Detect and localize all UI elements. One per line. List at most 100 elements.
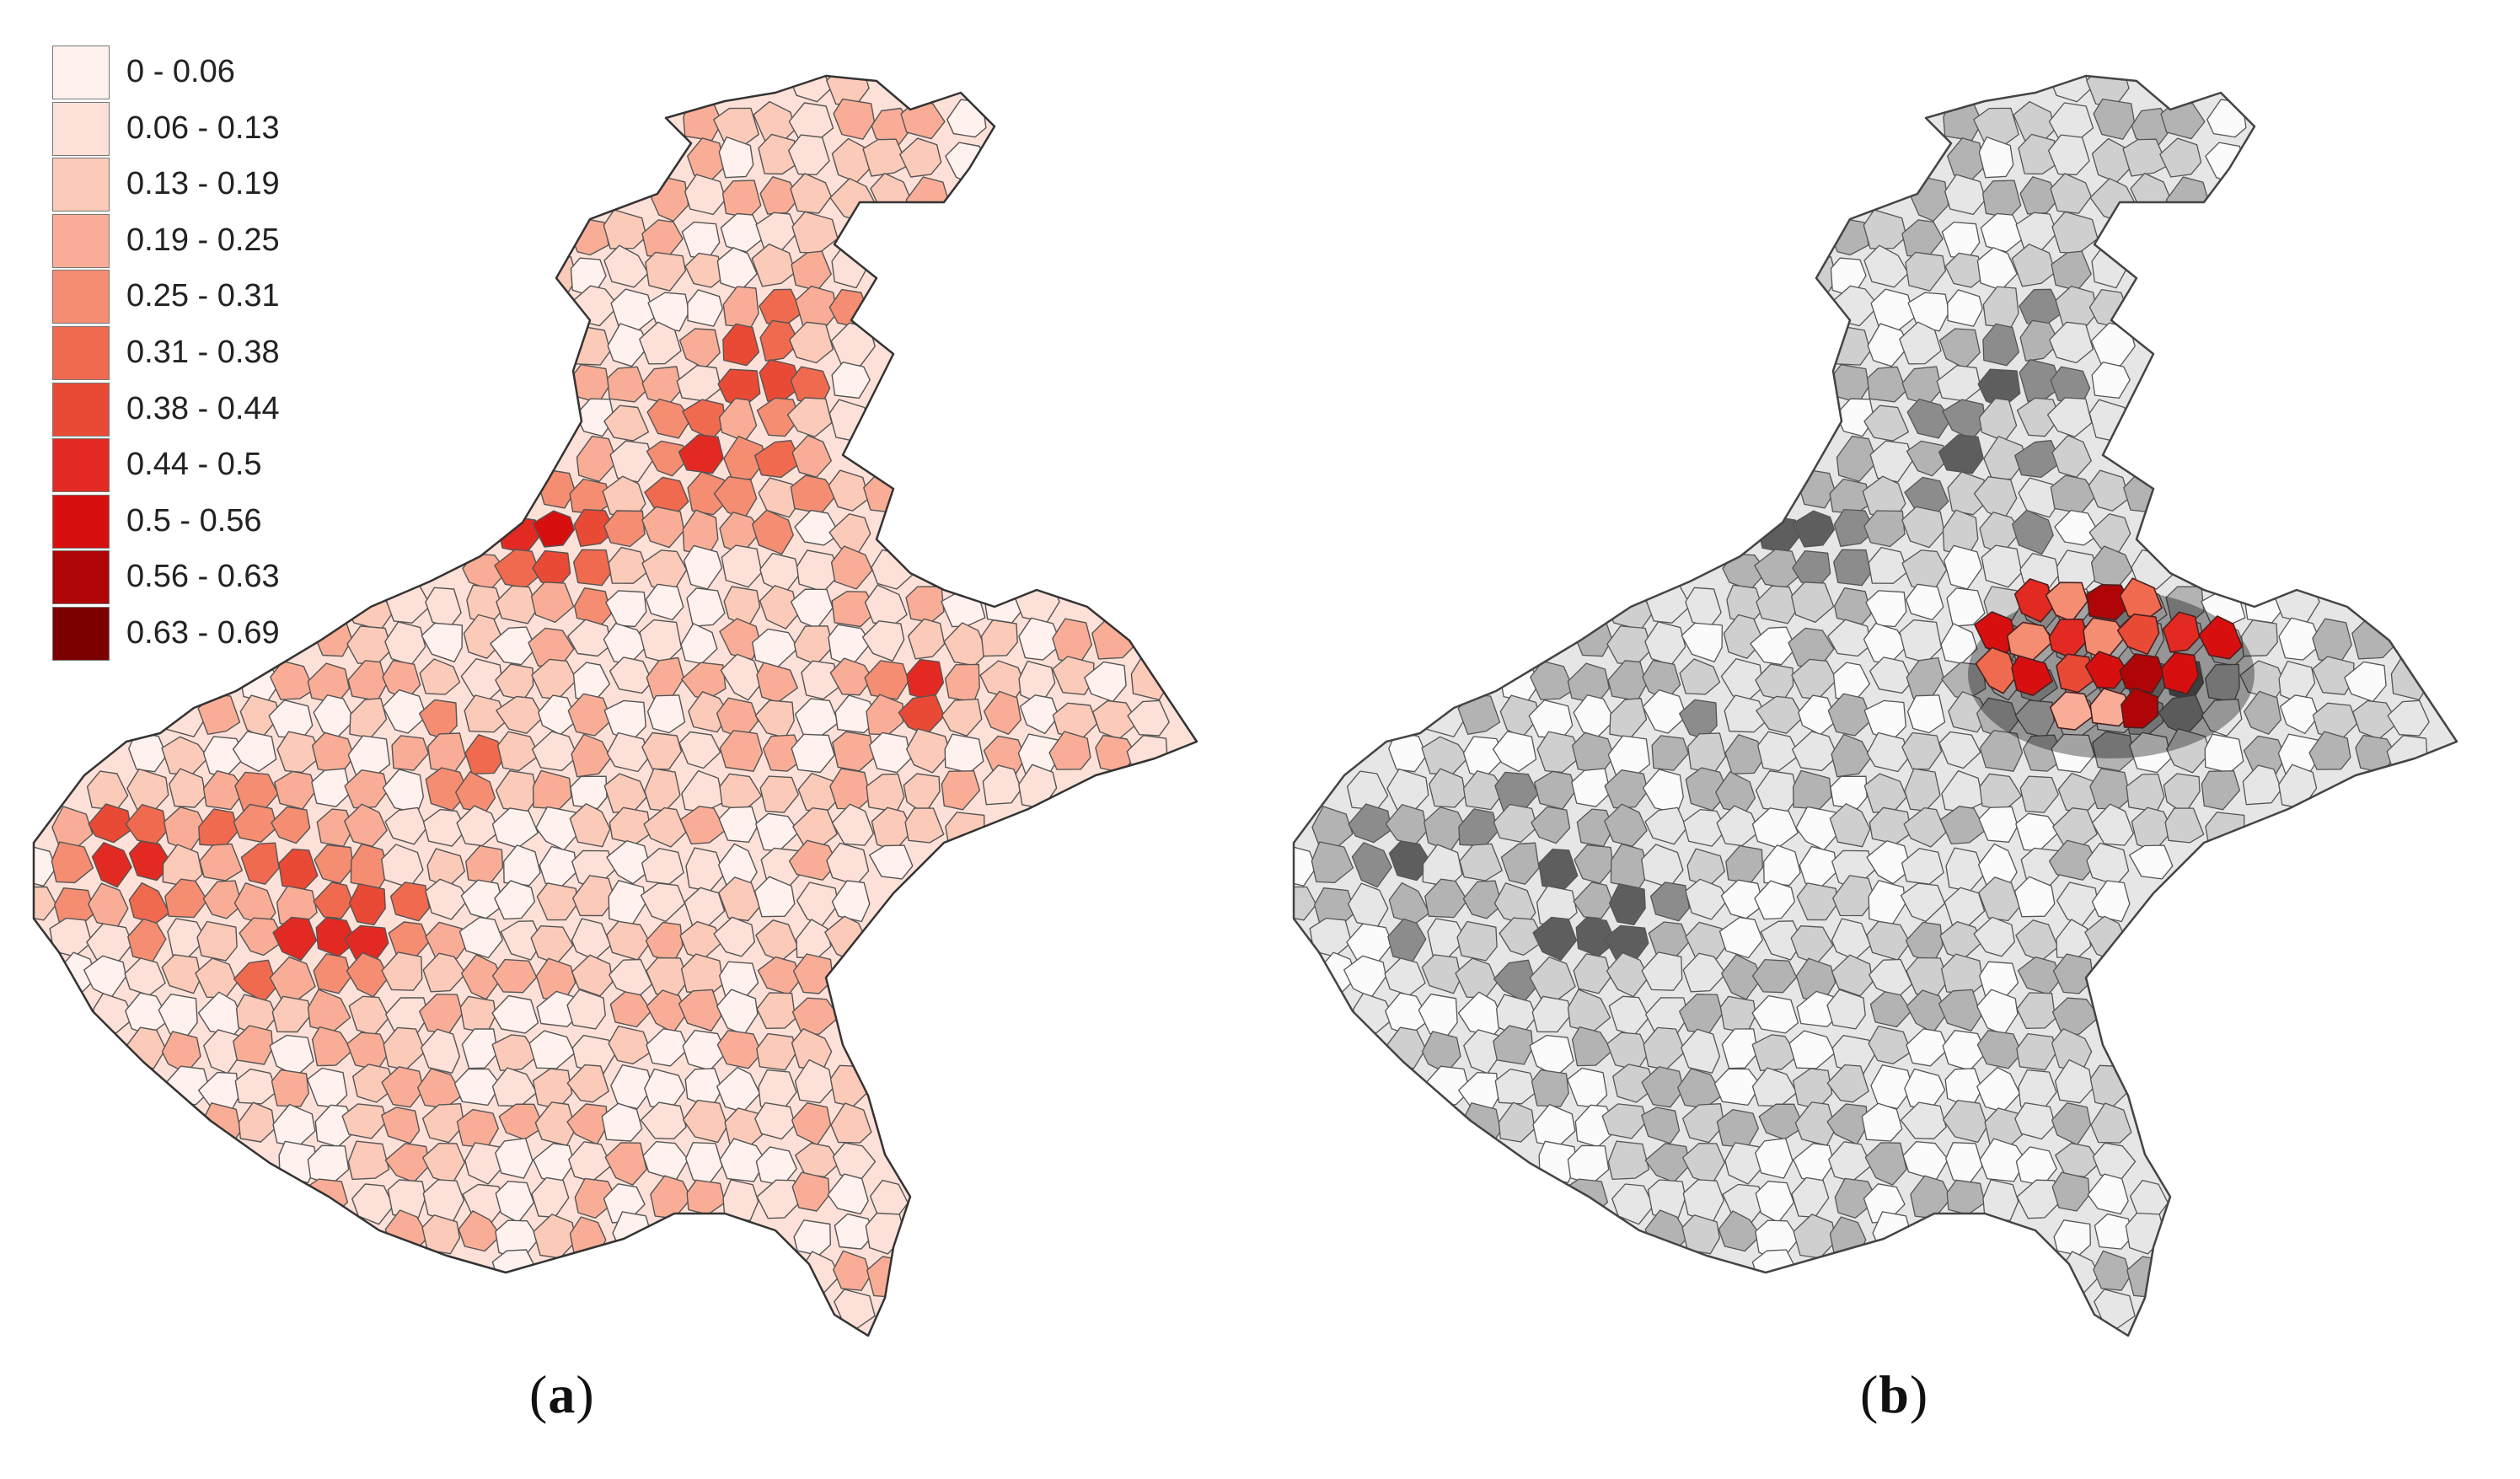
municipality: [722, 323, 760, 367]
municipality: [567, 619, 612, 657]
municipality: [1429, 768, 1466, 808]
municipality: [1947, 471, 1989, 516]
municipality: [1763, 844, 1801, 887]
municipality: [831, 880, 871, 923]
municipality: [756, 1032, 797, 1071]
municipality: [868, 731, 912, 774]
legend-item: 0.13 - 0.19: [52, 158, 297, 214]
municipality: [313, 882, 354, 919]
municipality: [639, 321, 682, 365]
municipality: [574, 1177, 618, 1219]
municipality: [238, 1101, 276, 1143]
municipality: [1388, 840, 1433, 882]
municipality: [1718, 916, 1763, 959]
municipality: [719, 618, 761, 661]
caption-b: (b): [1860, 1364, 1929, 1424]
municipality: [759, 585, 799, 630]
municipality: [2011, 509, 2054, 555]
municipality: [573, 508, 616, 547]
municipality: [491, 994, 539, 1034]
municipality: [1976, 1030, 2023, 1069]
municipality: [453, 1068, 501, 1107]
municipality: [1647, 1179, 1686, 1219]
municipality: [422, 808, 467, 847]
municipality: [678, 731, 721, 769]
municipality: [831, 803, 875, 846]
municipality: [610, 1064, 653, 1110]
municipality: [421, 1028, 461, 1074]
municipality: [2312, 656, 2355, 695]
municipality: [276, 731, 322, 774]
municipality: [1899, 321, 1942, 365]
municipality: [719, 730, 764, 772]
cluster-municipality: [1975, 646, 2018, 694]
municipality: [2244, 690, 2281, 735]
municipality: [2090, 1102, 2132, 1144]
municipality: [1790, 581, 1835, 624]
municipality: [864, 660, 909, 700]
choropleth-map-gray-with-cluster: [1292, 74, 2458, 1337]
municipality: [233, 1025, 274, 1065]
municipality: [721, 544, 763, 588]
cluster-municipality: [2084, 651, 2128, 689]
municipality: [607, 366, 647, 403]
municipality: [2166, 728, 2211, 774]
municipality: [646, 1028, 689, 1067]
municipality: [51, 841, 94, 884]
municipality: [458, 916, 503, 959]
municipality: [2019, 319, 2061, 362]
legend-label: 0.19 - 0.25: [126, 222, 280, 258]
municipality: [609, 656, 653, 694]
municipality: [161, 954, 202, 994]
municipality: [2051, 997, 2100, 1036]
municipality: [606, 731, 650, 773]
municipality: [1868, 546, 1909, 584]
municipality: [313, 953, 352, 994]
legend-swatch: [52, 438, 110, 493]
municipality: [719, 1138, 767, 1182]
municipality: [464, 694, 508, 733]
municipality: [1864, 1142, 1907, 1186]
municipality: [1052, 656, 1095, 695]
municipality: [352, 1064, 396, 1103]
municipality: [833, 1250, 871, 1291]
municipality: [1538, 1140, 1578, 1184]
municipality: [2279, 694, 2319, 735]
municipality: [1685, 921, 1730, 960]
municipality: [603, 405, 650, 442]
municipality: [791, 733, 835, 774]
municipality: [1833, 549, 1872, 587]
municipality: [1421, 954, 1462, 994]
municipality: [1905, 251, 1947, 292]
municipality: [491, 958, 538, 994]
municipality: [905, 586, 945, 624]
municipality: [759, 319, 801, 362]
legend-label: 0.56 - 0.63: [126, 559, 280, 595]
cluster-municipality: [2162, 611, 2201, 653]
municipality: [278, 1140, 318, 1184]
municipality: [570, 775, 608, 810]
municipality: [566, 989, 606, 1030]
legend-swatch: [52, 325, 110, 380]
municipality: [494, 880, 536, 920]
legend-label: 0.5 - 0.56: [126, 502, 262, 539]
municipality: [643, 806, 687, 848]
municipality: [164, 878, 208, 919]
municipality: [751, 244, 796, 287]
municipality: [1492, 731, 1537, 772]
municipality: [344, 769, 389, 809]
municipality: [1530, 660, 1574, 700]
municipality: [831, 362, 871, 399]
municipality: [1906, 1028, 1949, 1067]
municipality: [827, 1173, 869, 1215]
municipality: [645, 251, 687, 292]
municipality: [2093, 1250, 2131, 1291]
municipality: [2049, 321, 2094, 364]
municipality: [1863, 209, 1907, 249]
municipality: [341, 1103, 388, 1139]
municipality: [1973, 916, 2015, 957]
municipality: [1938, 731, 1981, 769]
legend-swatch: [52, 46, 110, 99]
municipality: [464, 734, 507, 774]
municipality: [500, 920, 544, 961]
